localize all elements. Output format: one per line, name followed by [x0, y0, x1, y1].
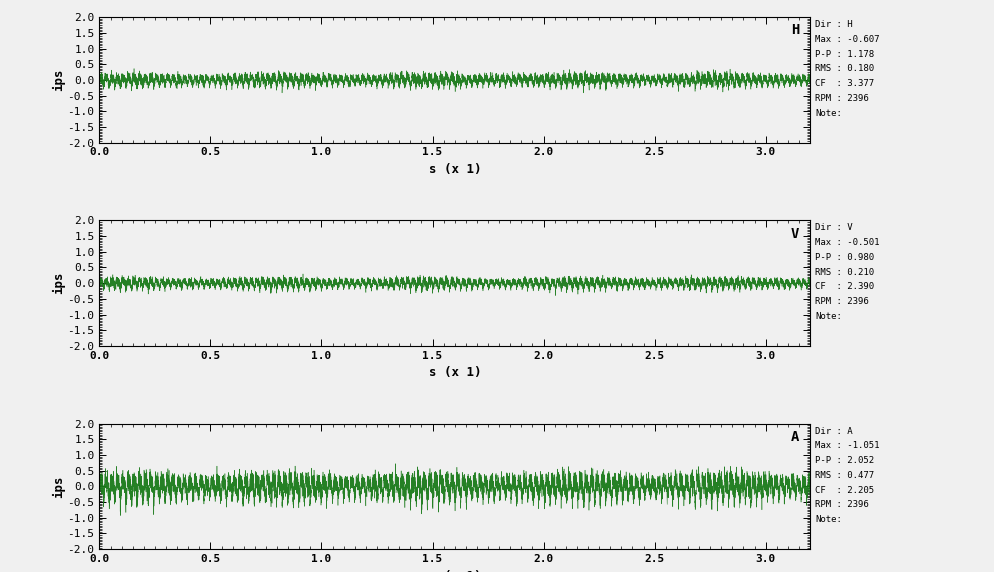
Text: Dir : H: Dir : H — [815, 20, 853, 29]
Text: RMS : 0.210: RMS : 0.210 — [815, 268, 874, 276]
Text: Max : -0.501: Max : -0.501 — [815, 238, 880, 247]
Text: P-P : 2.052: P-P : 2.052 — [815, 456, 874, 465]
Text: CF  : 2.390: CF : 2.390 — [815, 283, 874, 291]
Y-axis label: ips: ips — [52, 69, 65, 91]
Text: H: H — [791, 23, 799, 37]
X-axis label: s (x 1): s (x 1) — [428, 570, 481, 572]
Text: Max : -0.607: Max : -0.607 — [815, 35, 880, 44]
Text: P-P : 0.980: P-P : 0.980 — [815, 253, 874, 262]
Text: RPM : 2396: RPM : 2396 — [815, 297, 869, 306]
Text: RMS : 0.477: RMS : 0.477 — [815, 471, 874, 480]
Text: Dir : V: Dir : V — [815, 223, 853, 232]
Text: CF  : 3.377: CF : 3.377 — [815, 79, 874, 88]
X-axis label: s (x 1): s (x 1) — [428, 163, 481, 176]
Text: RPM : 2396: RPM : 2396 — [815, 500, 869, 509]
Text: CF  : 2.205: CF : 2.205 — [815, 486, 874, 495]
Y-axis label: ips: ips — [52, 272, 65, 295]
Text: Note:: Note: — [815, 312, 842, 321]
Text: Max : -1.051: Max : -1.051 — [815, 441, 880, 450]
Y-axis label: ips: ips — [52, 475, 65, 498]
Text: Note:: Note: — [815, 109, 842, 118]
X-axis label: s (x 1): s (x 1) — [428, 366, 481, 379]
Text: Dir : A: Dir : A — [815, 427, 853, 435]
Text: P-P : 1.178: P-P : 1.178 — [815, 50, 874, 58]
Text: RMS : 0.180: RMS : 0.180 — [815, 64, 874, 73]
Text: A: A — [791, 430, 799, 444]
Text: Note:: Note: — [815, 515, 842, 524]
Text: RPM : 2396: RPM : 2396 — [815, 94, 869, 103]
Text: V: V — [791, 227, 799, 241]
